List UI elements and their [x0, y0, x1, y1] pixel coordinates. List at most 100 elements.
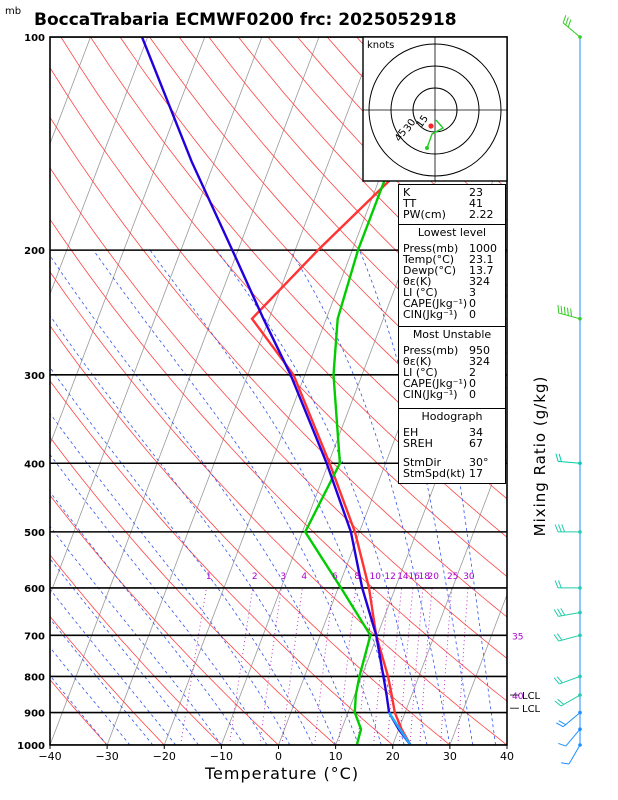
- mixing-ratio-tick-label: 16: [408, 572, 420, 582]
- stat-label: CAPE(Jkg⁻¹): [403, 297, 468, 310]
- stat-value: 1000: [469, 242, 497, 255]
- stat-label: CAPE(Jkg⁻¹): [403, 377, 468, 390]
- mixing-ratio-tick-label: 10: [369, 572, 381, 582]
- wind-barb-feather: [556, 676, 563, 684]
- mixing-ratio-tick-label: 30: [463, 572, 475, 582]
- dry-adiabat-line: [60, 37, 507, 538]
- pressure-tick-label: 400: [24, 459, 45, 470]
- moist-adiabat-line: [50, 412, 291, 745]
- moist-adiabat-line: [50, 366, 314, 745]
- temperature-tick-label: 30: [443, 750, 457, 763]
- stat-value: 0: [469, 388, 476, 401]
- chart-title: BoccaTrabaria ECMWF0200 frc: 2025052918: [34, 10, 457, 30]
- stat-label: StmDir: [403, 456, 442, 469]
- stat-value: 67: [469, 437, 483, 450]
- section-header: Lowest level: [417, 226, 487, 239]
- mixing-ratio-tick-label: 6: [332, 572, 338, 582]
- dry-adiabat-line: [90, 37, 507, 500]
- wind-barb-feather: [567, 19, 572, 28]
- stat-row: Temp(°C) 23.1: [403, 254, 501, 265]
- wind-barb: [562, 22, 581, 38]
- dry-adiabat-line: [50, 66, 507, 578]
- section-header: Hodograph: [421, 410, 483, 423]
- wind-barb-feather: [560, 608, 566, 616]
- stat-value: 324: [469, 355, 490, 368]
- moist-adiabat-line: [50, 453, 268, 745]
- lcl-label: LCL: [522, 704, 541, 715]
- virtual-parcel-profile: [388, 711, 412, 745]
- stat-row: Press(mb) 950: [403, 345, 501, 356]
- stat-value: 950: [469, 344, 490, 357]
- index-row: K 23: [403, 187, 501, 198]
- isotherm-line: [392, 443, 507, 745]
- wind-barb-feather: [553, 609, 559, 617]
- wind-barb-feather: [557, 698, 565, 705]
- mixing-ratio-tick-label: 8: [354, 572, 360, 582]
- dewpoint-profile: [303, 37, 441, 745]
- moist-adiabat-line: [50, 674, 108, 745]
- stat-label: CIN(Jkg⁻¹): [403, 308, 458, 321]
- temperature-tick-label: −20: [153, 750, 176, 763]
- hodograph-trace: [426, 119, 445, 149]
- wind-barb-feather: [555, 722, 564, 728]
- adiabat-value-label: 40: [512, 692, 524, 702]
- stat-label: θε(K): [403, 355, 432, 368]
- stat-value: 3: [469, 286, 476, 299]
- temperature-tick-label: −10: [210, 750, 233, 763]
- index-label: K: [403, 186, 411, 199]
- stat-label: Press(mb): [403, 242, 459, 255]
- dry-adiabat-line: [50, 271, 507, 745]
- stat-label: LI (°C): [403, 366, 438, 379]
- wind-barb-feather: [558, 742, 567, 747]
- lowest-level-block: Lowest level Press(mb) 1000 Temp(°C) 23.1 …: [399, 225, 505, 327]
- moist-adiabat-line: [50, 618, 154, 745]
- stat-label: CIN(Jkg⁻¹): [403, 388, 458, 401]
- stat-row: LI (°C) 2: [403, 367, 501, 378]
- lcl-label: LCL: [522, 691, 541, 702]
- stat-row: SREH 67: [403, 438, 501, 449]
- temperature-tick-label: 40: [500, 750, 514, 763]
- wind-barb: [559, 675, 581, 685]
- stat-row: StmDir 30°: [403, 457, 501, 468]
- pressure-tick-label: 800: [24, 672, 45, 683]
- stat-label: SREH: [403, 437, 433, 450]
- index-value: 41: [469, 197, 483, 210]
- stat-label: EH: [403, 426, 419, 439]
- isotherm-line: [50, 37, 149, 296]
- index-value: 2.22: [469, 208, 494, 221]
- mixing-ratio-tick-label: 14: [397, 572, 409, 582]
- stat-row: EH 34: [403, 427, 501, 438]
- stat-row: CAPE(Jkg⁻¹) 0: [403, 298, 501, 309]
- stat-value: 34: [469, 426, 483, 439]
- temperature-profile: [250, 48, 507, 745]
- isotherm-line: [50, 37, 263, 596]
- isotherm-line: [106, 37, 377, 745]
- wind-barb-feather: [558, 453, 562, 462]
- mixing-ratio-line: [180, 587, 207, 745]
- moist-adiabat-line: [289, 249, 451, 745]
- pressure-tick-label: 100: [24, 33, 45, 44]
- stat-row: CIN(Jkg⁻¹) 0: [403, 389, 501, 400]
- mixing-ratio-tick-label: 4: [301, 572, 307, 582]
- storm-motion-dot: [428, 123, 434, 129]
- wind-barb-feather: [557, 580, 562, 589]
- isotherm-line: [449, 593, 507, 745]
- moist-adiabat-line: [50, 558, 199, 745]
- index-label: TT: [403, 197, 417, 210]
- wind-barb-feather: [567, 307, 569, 316]
- stat-label: Temp(°C): [403, 253, 455, 266]
- info-panel: K 23 TT 41 PW(cm) 2.22 Lowest level Pres…: [398, 184, 506, 484]
- dry-adiabat-line: [149, 37, 507, 426]
- pressure-tick-label: 900: [24, 709, 45, 720]
- wind-barb-feather: [561, 762, 570, 765]
- dry-adiabat-line: [238, 37, 507, 321]
- section-header: Most Unstable: [412, 328, 492, 341]
- wind-barb: [558, 634, 581, 642]
- isotherm-line: [506, 743, 507, 745]
- stat-label: Dewp(°C): [403, 264, 456, 277]
- wind-barb-feather: [556, 633, 563, 641]
- index-row: TT 41: [403, 198, 501, 209]
- index-label: PW(cm): [403, 208, 446, 221]
- stat-label: Press(mb): [403, 344, 459, 357]
- pressure-tick-label: 1000: [17, 741, 45, 752]
